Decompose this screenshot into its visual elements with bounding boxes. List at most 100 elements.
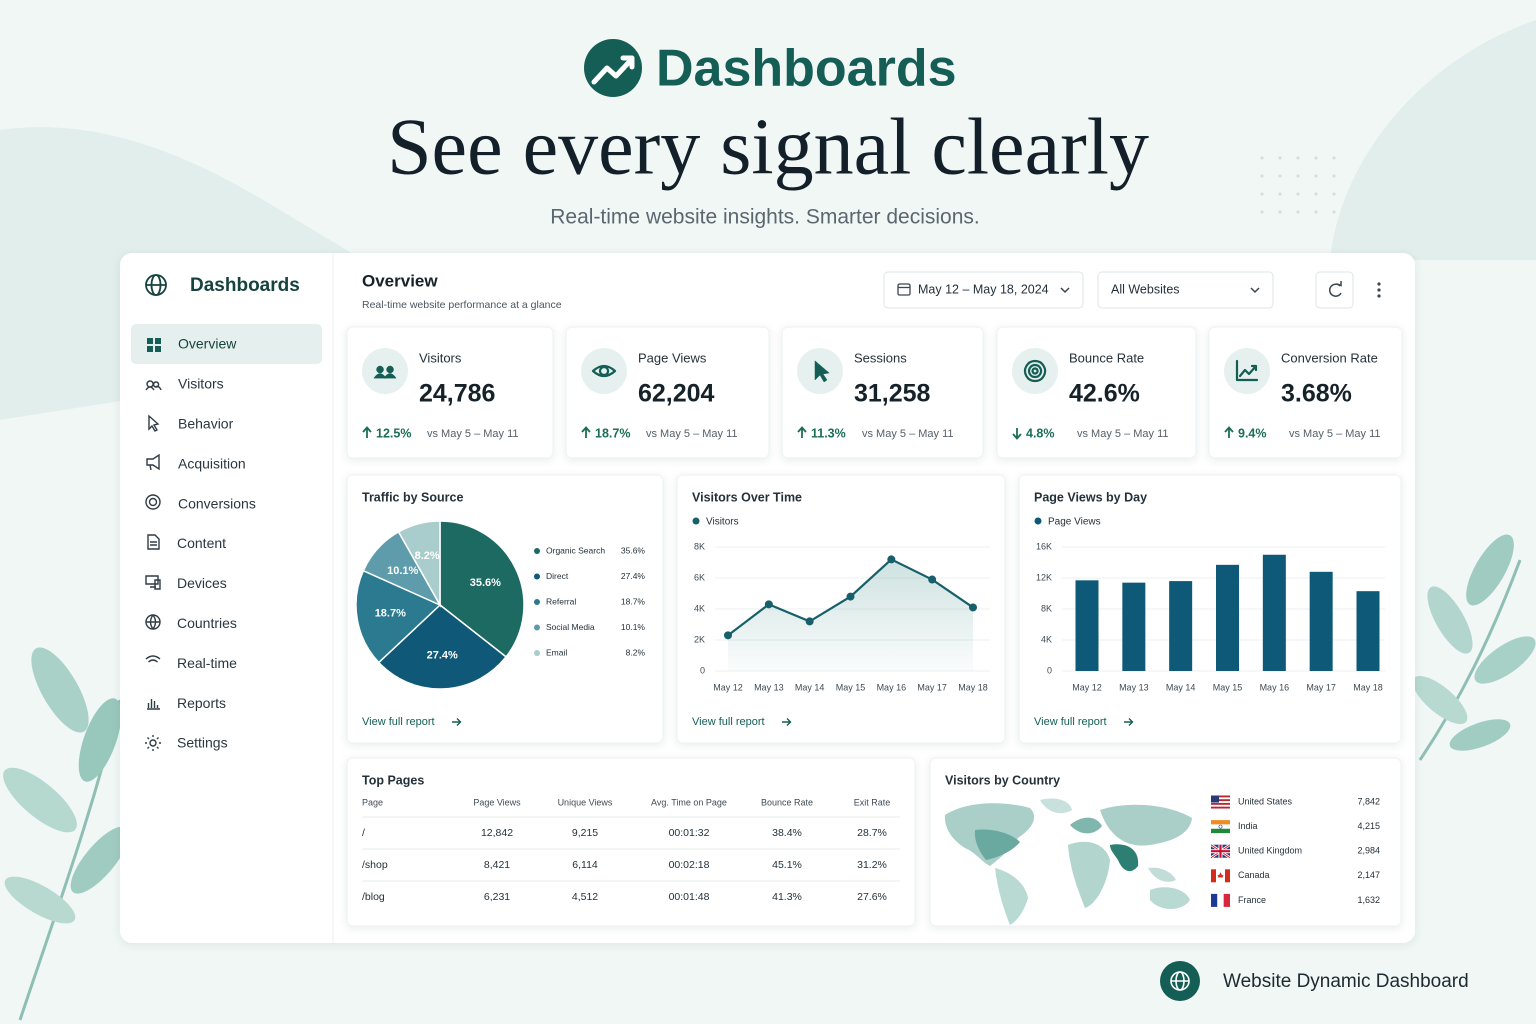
tagline: Real-time website insights. Smarter deci…: [550, 206, 980, 229]
page-subtitle: Real-time website performance at a glanc…: [362, 299, 562, 311]
table-cell: /shop: [362, 859, 388, 871]
table-header: Bounce Rate: [761, 797, 813, 807]
kpi-change: 18.7%: [595, 426, 630, 440]
flag: [1211, 893, 1218, 907]
page-title: Overview: [362, 271, 438, 290]
country-name: Canada: [1238, 870, 1270, 880]
site-filter[interactable]: All Websites: [1097, 271, 1274, 309]
legend-swatch: [692, 517, 700, 525]
footer: Website Dynamic Dashboard: [1160, 961, 1469, 1001]
nav-item[interactable]: Conversions: [145, 494, 256, 511]
decoration: [1336, 281, 1342, 287]
table-cell: 45.1%: [772, 859, 802, 871]
nav-label: Conversions: [178, 495, 256, 511]
flag: [1225, 869, 1230, 883]
pie-slice: [439, 520, 525, 658]
view-report-link[interactable]: View full report: [362, 716, 462, 728]
nav-item[interactable]: Devices: [145, 575, 227, 591]
trend-arrow: [1012, 428, 1022, 440]
slice-label: 18.7%: [375, 607, 406, 619]
nav-item[interactable]: Visitors: [145, 376, 224, 392]
nav-icon: [145, 735, 161, 751]
nav-icon: [145, 575, 161, 590]
nav-item[interactable]: Acquisition: [146, 453, 246, 471]
kpi-label: Sessions: [854, 350, 907, 365]
legend-swatch: [1034, 517, 1042, 525]
y-tick-label: 16K: [1036, 541, 1052, 551]
view-report-link[interactable]: View full report: [692, 716, 792, 728]
nav-label: Countries: [177, 615, 237, 631]
x-tick-label: May 14: [795, 682, 825, 692]
slice-label: 10.1%: [387, 565, 418, 577]
line-point: [764, 600, 773, 609]
x-tick-label: May 16: [1260, 682, 1290, 692]
legend-swatch: [534, 548, 540, 554]
more-menu[interactable]: [1377, 282, 1381, 298]
decoration: [1332, 210, 1336, 214]
decoration: [1418, 559, 1522, 761]
link-arrow: [452, 718, 462, 726]
table-cell: 6,231: [484, 891, 510, 903]
country-value: 2,984: [1357, 846, 1380, 856]
y-tick-label: 4K: [694, 603, 705, 613]
nav-label: Reports: [177, 695, 226, 711]
line-point: [928, 575, 937, 584]
headline: See every signal clearly: [387, 103, 1149, 191]
nav-icon: [145, 380, 162, 391]
bar: [1356, 591, 1380, 671]
decoration: [1314, 210, 1318, 214]
kpi-comparison: vs May 5 – May 11: [427, 428, 519, 440]
flag: [1217, 872, 1224, 878]
brand-logo: [584, 39, 642, 97]
table-header: Exit Rate: [854, 797, 891, 807]
nav-item[interactable]: Behavior: [148, 414, 234, 432]
decoration: [1068, 841, 1110, 908]
table-cell: 38.4%: [772, 827, 802, 839]
legend-value: 18.7%: [621, 596, 646, 606]
decoration: [1150, 887, 1190, 909]
decoration: [1474, 636, 1536, 684]
legend-swatch: [534, 599, 540, 605]
kpi-card: Visitors 24,786 12.5% vs May 5 – May 11: [346, 326, 554, 459]
bar: [1216, 564, 1239, 671]
y-tick-label: 0: [1047, 665, 1052, 675]
panel: [346, 757, 916, 927]
view-report-link[interactable]: View full report: [1034, 716, 1134, 728]
kpi-icon: [814, 360, 830, 383]
nav-item[interactable]: Reports: [147, 695, 226, 711]
legend-label: Referral: [546, 596, 576, 606]
nav-item[interactable]: Countries: [145, 614, 237, 631]
pie-slice: [397, 520, 441, 608]
decoration: [1427, 586, 1473, 654]
nav-item[interactable]: Settings: [145, 735, 228, 751]
nav-item[interactable]: Content: [147, 534, 226, 551]
decoration: [1110, 844, 1139, 872]
decoration: [1332, 174, 1336, 178]
decoration: [31, 647, 89, 733]
kpi-icon: [1023, 359, 1047, 383]
x-tick-label: May 18: [1353, 682, 1383, 692]
country-flag: [1211, 869, 1230, 883]
decoration: [1260, 210, 1264, 214]
brand-logo-mark: [591, 55, 635, 85]
site-filter-label: All Websites: [1111, 282, 1180, 296]
nav-item[interactable]: Real-time: [145, 655, 237, 671]
nav-icon: [148, 414, 160, 432]
y-tick-label: 6K: [694, 572, 705, 582]
date-range-picker[interactable]: May 12 – May 18, 2024: [883, 271, 1084, 309]
kpi-icon-bg: [362, 348, 408, 394]
legend-label: Direct: [546, 571, 569, 581]
slice-label: 35.6%: [470, 577, 501, 589]
nav-item[interactable]: Overview: [147, 336, 237, 352]
trend-arrow: [797, 426, 807, 438]
country-name: India: [1238, 821, 1258, 831]
country-value: 4,215: [1357, 821, 1380, 831]
table-cell: 8,421: [484, 859, 510, 871]
bar: [1309, 571, 1333, 671]
refresh-button[interactable]: [1315, 271, 1354, 309]
kpi-icon: [1235, 359, 1259, 382]
leaves-left: [3, 647, 130, 1021]
table-header: Page: [362, 797, 383, 807]
y-tick-label: 8K: [1041, 603, 1052, 613]
